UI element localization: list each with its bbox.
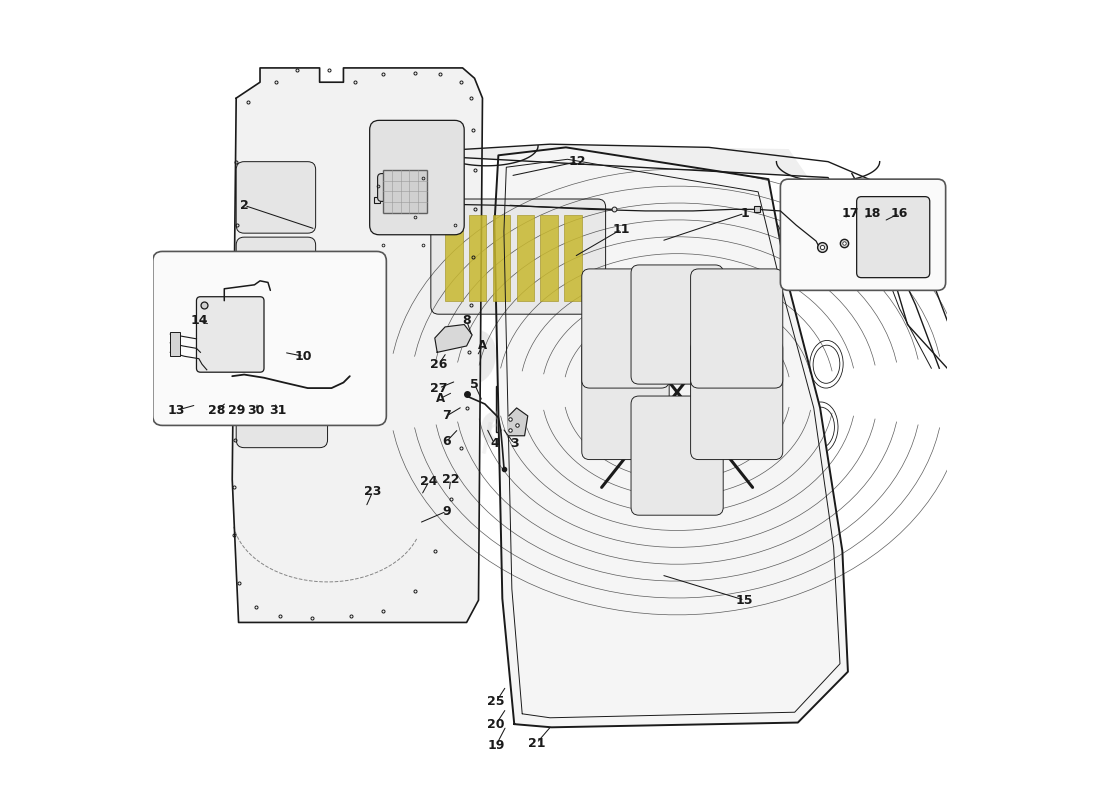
Text: 16: 16 [891, 207, 909, 220]
Bar [496, 386, 529, 432]
Text: 4: 4 [490, 437, 498, 450]
FancyBboxPatch shape [236, 237, 316, 329]
Bar [658, 627, 680, 646]
Polygon shape [232, 68, 483, 622]
Text: 18: 18 [864, 207, 880, 220]
Bar [560, 618, 588, 643]
FancyBboxPatch shape [431, 199, 606, 314]
FancyBboxPatch shape [631, 265, 723, 384]
Text: 12: 12 [569, 155, 586, 168]
FancyBboxPatch shape [582, 341, 669, 459]
FancyBboxPatch shape [197, 297, 264, 372]
FancyBboxPatch shape [857, 197, 929, 278]
Text: A: A [436, 392, 444, 405]
Text: 1: 1 [740, 207, 749, 220]
Bar [607, 622, 636, 647]
FancyBboxPatch shape [370, 120, 464, 234]
Polygon shape [434, 325, 472, 352]
Text: 26: 26 [430, 358, 448, 370]
FancyBboxPatch shape [377, 174, 414, 202]
FancyBboxPatch shape [691, 269, 783, 388]
FancyBboxPatch shape [631, 396, 723, 515]
FancyBboxPatch shape [236, 384, 328, 448]
Text: 19: 19 [487, 739, 505, 752]
FancyBboxPatch shape [582, 269, 669, 388]
Bar [654, 624, 683, 650]
Text: 9: 9 [442, 505, 451, 518]
Text: 22: 22 [442, 473, 460, 486]
Polygon shape [392, 146, 883, 289]
FancyBboxPatch shape [691, 341, 783, 459]
Text: 7: 7 [442, 410, 451, 422]
Text: 10: 10 [295, 350, 312, 363]
Text: europs: europs [186, 254, 564, 419]
Bar [540, 215, 558, 301]
Text: 5: 5 [470, 378, 478, 390]
Text: 21: 21 [528, 737, 546, 750]
Text: 15: 15 [736, 594, 754, 606]
Text: 17: 17 [842, 207, 859, 220]
Text: 2: 2 [240, 199, 249, 212]
Text: 6: 6 [442, 435, 451, 448]
Text: 1985: 1985 [639, 502, 826, 600]
Text: 31: 31 [270, 404, 287, 417]
Text: 23: 23 [364, 485, 382, 498]
FancyBboxPatch shape [780, 179, 946, 290]
Bar [170, 332, 179, 355]
Bar [469, 215, 486, 301]
Bar [383, 170, 427, 214]
Bar [517, 215, 535, 301]
Bar [446, 215, 463, 301]
Text: A: A [477, 339, 487, 353]
Text: 3: 3 [510, 437, 518, 450]
Text: 27: 27 [430, 382, 448, 394]
Text: 29: 29 [228, 404, 245, 417]
Text: 24: 24 [420, 474, 438, 487]
Bar [706, 624, 735, 650]
FancyBboxPatch shape [236, 162, 316, 233]
Text: 8: 8 [462, 314, 471, 327]
Text: passione: passione [306, 362, 603, 478]
Bar [754, 622, 776, 642]
Bar [563, 621, 585, 640]
Text: 30: 30 [248, 404, 265, 417]
Bar [493, 215, 510, 301]
Bar [710, 627, 732, 646]
Text: 14: 14 [190, 314, 208, 327]
Bar [610, 625, 632, 644]
Bar [564, 215, 582, 301]
Text: 25: 25 [487, 695, 505, 708]
Text: 11: 11 [613, 222, 630, 236]
Text: 20: 20 [487, 718, 505, 730]
Text: parts: parts [477, 412, 591, 475]
Polygon shape [494, 147, 848, 727]
Text: 28: 28 [208, 404, 226, 417]
Polygon shape [508, 408, 528, 436]
Text: since: since [651, 489, 735, 534]
FancyBboxPatch shape [153, 251, 386, 426]
Text: 13: 13 [168, 404, 185, 417]
Bar [750, 619, 779, 645]
